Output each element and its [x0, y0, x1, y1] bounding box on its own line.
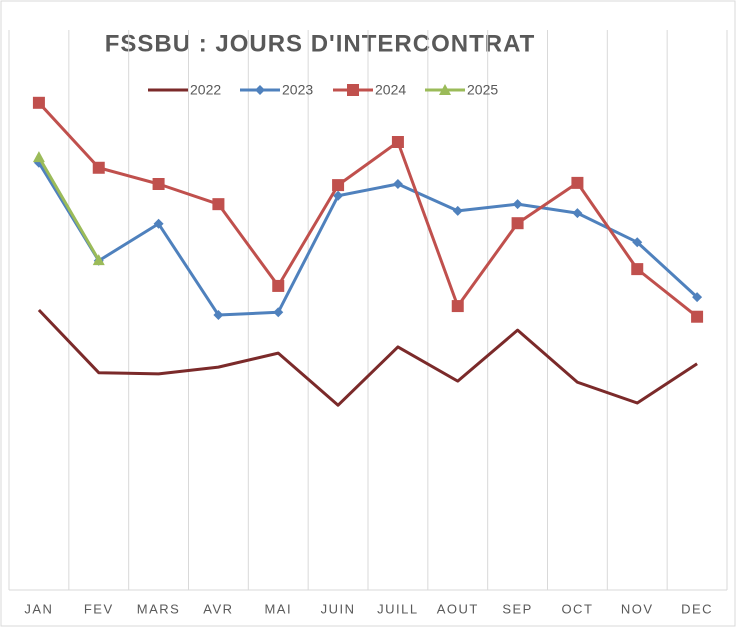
series-line — [37, 156, 101, 261]
data-point — [631, 263, 644, 276]
data-point — [632, 237, 643, 248]
x-tick-label: MAI — [264, 601, 292, 616]
x-tick-label: NOV — [621, 601, 654, 616]
x-tick-label: OCT — [561, 601, 593, 616]
series-line — [37, 161, 699, 317]
legend-marker — [347, 84, 359, 96]
data-point — [213, 310, 224, 321]
data-point — [153, 218, 164, 229]
data-point — [92, 254, 105, 266]
x-tick-label: JUILL — [377, 601, 418, 616]
x-tick-label: SEP — [502, 601, 533, 616]
x-tick-label: AOUT — [437, 601, 479, 616]
data-point — [32, 151, 45, 163]
series-line — [37, 101, 699, 318]
data-point — [511, 217, 524, 230]
legend-label: 2025 — [467, 82, 498, 98]
data-point — [272, 279, 285, 292]
data-point — [212, 198, 225, 211]
chart-title: FSSBU : JOURS D'INTERCONTRAT — [105, 30, 536, 57]
legend-marker — [439, 84, 451, 95]
data-point — [452, 205, 463, 216]
data-point — [32, 96, 45, 109]
legend-label: 2022 — [190, 82, 221, 98]
x-tick-label: JUIN — [321, 601, 356, 616]
data-point — [512, 199, 523, 210]
data-point — [692, 292, 703, 303]
data-point — [273, 307, 284, 318]
legend-label: 2024 — [375, 82, 406, 98]
legend-label: 2023 — [282, 82, 313, 98]
data-point — [571, 176, 584, 189]
data-point — [333, 190, 344, 201]
data-point — [391, 136, 404, 148]
legend-marker — [255, 85, 265, 95]
x-tick-label: MARS — [137, 601, 181, 616]
data-point — [152, 178, 165, 190]
x-tick-label: DEC — [681, 601, 713, 616]
data-point — [572, 208, 583, 219]
x-tick-label: AVR — [203, 601, 233, 616]
data-point — [691, 310, 704, 323]
x-tick-label: JAN — [24, 601, 53, 616]
x-tick-label: FEV — [84, 601, 114, 616]
series-line — [37, 308, 698, 407]
data-point — [92, 161, 105, 174]
data-point — [451, 300, 464, 313]
data-point — [332, 179, 345, 192]
data-point — [392, 179, 403, 189]
